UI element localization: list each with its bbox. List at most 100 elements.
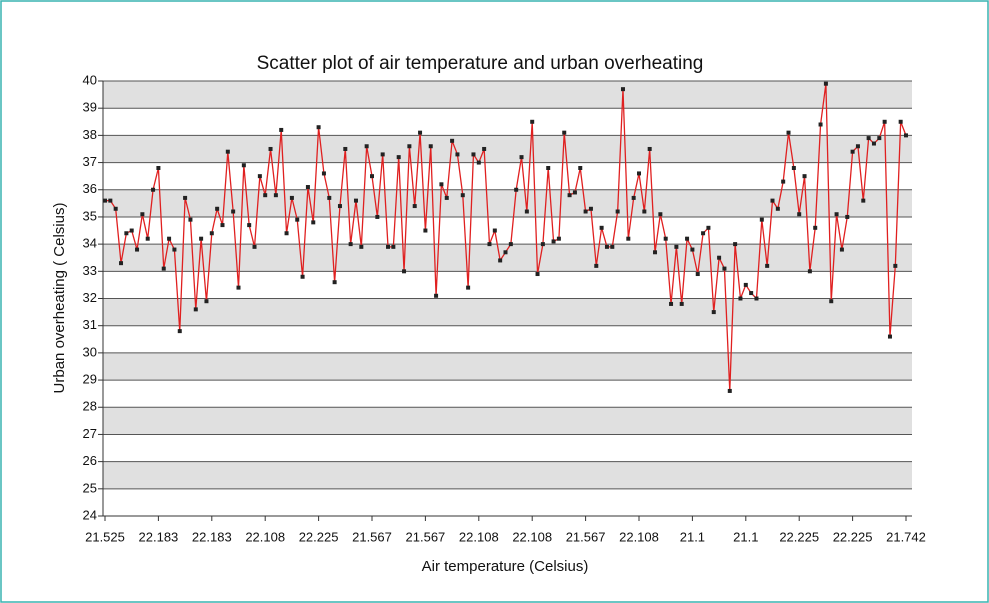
y-tick-label: 28 [83, 399, 97, 414]
data-point [669, 301, 674, 306]
y-tick-label: 36 [83, 181, 97, 196]
data-point [172, 247, 177, 252]
data-point [220, 223, 225, 228]
data-point [850, 149, 855, 154]
data-point [439, 182, 444, 187]
data-point [727, 388, 732, 393]
data-point [370, 174, 374, 179]
data-point [754, 296, 759, 301]
data-point [156, 166, 161, 170]
x-tick-label: 22.108 [619, 529, 659, 544]
data-point [759, 217, 764, 222]
data-point [642, 209, 647, 214]
data-point [882, 119, 887, 124]
data-point [653, 250, 658, 255]
x-tick-label: 21.567 [352, 529, 392, 544]
data-point [637, 171, 641, 176]
data-point [610, 244, 615, 249]
y-tick-label: 38 [83, 127, 97, 142]
stripe [103, 216, 912, 245]
data-point [135, 247, 140, 252]
x-tick-label: 21.525 [85, 529, 125, 544]
stripe [103, 434, 912, 462]
data-point [722, 266, 727, 271]
data-point [236, 285, 241, 290]
data-point [738, 296, 743, 301]
data-point [658, 212, 663, 217]
stripe [103, 380, 912, 408]
data-point [300, 274, 305, 279]
data-point [103, 198, 107, 203]
stripe [103, 162, 912, 190]
data-point [353, 198, 358, 203]
data-point [305, 185, 310, 190]
data-point [685, 236, 690, 241]
x-tick-label: 21.567 [566, 529, 606, 544]
data-point [770, 198, 775, 203]
data-point [247, 223, 252, 228]
data-point [556, 236, 561, 241]
data-point [535, 272, 540, 277]
x-tick-label: 21.1 [680, 529, 705, 544]
y-tick-label: 40 [83, 72, 97, 87]
data-point [781, 179, 786, 184]
x-axis-title: Air temperature (Celsius) [422, 558, 589, 575]
data-point [583, 209, 588, 214]
data-point [898, 119, 903, 124]
data-point [151, 187, 156, 192]
data-point [225, 149, 230, 154]
y-tick-label: 27 [83, 426, 97, 441]
data-point [327, 195, 332, 200]
y-tick-label: 26 [83, 453, 97, 468]
data-point [823, 81, 828, 86]
y-tick-label: 29 [83, 372, 97, 387]
data-point [343, 146, 348, 151]
data-point [471, 152, 476, 157]
x-tick-label: 22.108 [512, 529, 552, 544]
data-point [460, 193, 465, 198]
data-point [167, 236, 172, 241]
x-tick-label: 22.225 [779, 529, 819, 544]
data-point [626, 236, 631, 241]
data-point [791, 166, 796, 170]
data-point [674, 244, 679, 249]
x-tick-label: 21.567 [406, 529, 446, 544]
stripe [103, 189, 912, 217]
data-point [284, 231, 289, 236]
data-point [701, 231, 706, 236]
data-point [519, 155, 524, 160]
data-point [183, 195, 188, 200]
data-point [829, 299, 834, 304]
data-point [524, 209, 529, 214]
stripe [103, 298, 912, 326]
data-point [337, 204, 342, 209]
data-point [695, 272, 700, 277]
data-point [119, 261, 124, 266]
data-point [604, 244, 609, 249]
data-point [295, 217, 300, 222]
data-point [487, 242, 492, 247]
data-point [797, 212, 802, 217]
data-point [631, 195, 636, 200]
x-tick-label: 22.183 [139, 529, 179, 544]
data-point [551, 239, 556, 244]
data-point [279, 127, 284, 132]
data-point [904, 133, 908, 138]
data-point [359, 244, 364, 249]
stripe [103, 352, 912, 381]
data-point [503, 250, 508, 255]
data-point [482, 146, 487, 151]
data-point [199, 236, 204, 241]
data-point [498, 258, 503, 263]
y-tick-label: 34 [83, 236, 97, 251]
x-tick-label: 22.108 [245, 529, 285, 544]
data-point [108, 198, 113, 203]
data-point [765, 263, 770, 268]
data-point [423, 228, 428, 233]
data-point [476, 160, 481, 165]
data-point [546, 166, 551, 170]
data-point [690, 247, 695, 252]
data-point [508, 242, 513, 247]
data-point [332, 280, 337, 285]
